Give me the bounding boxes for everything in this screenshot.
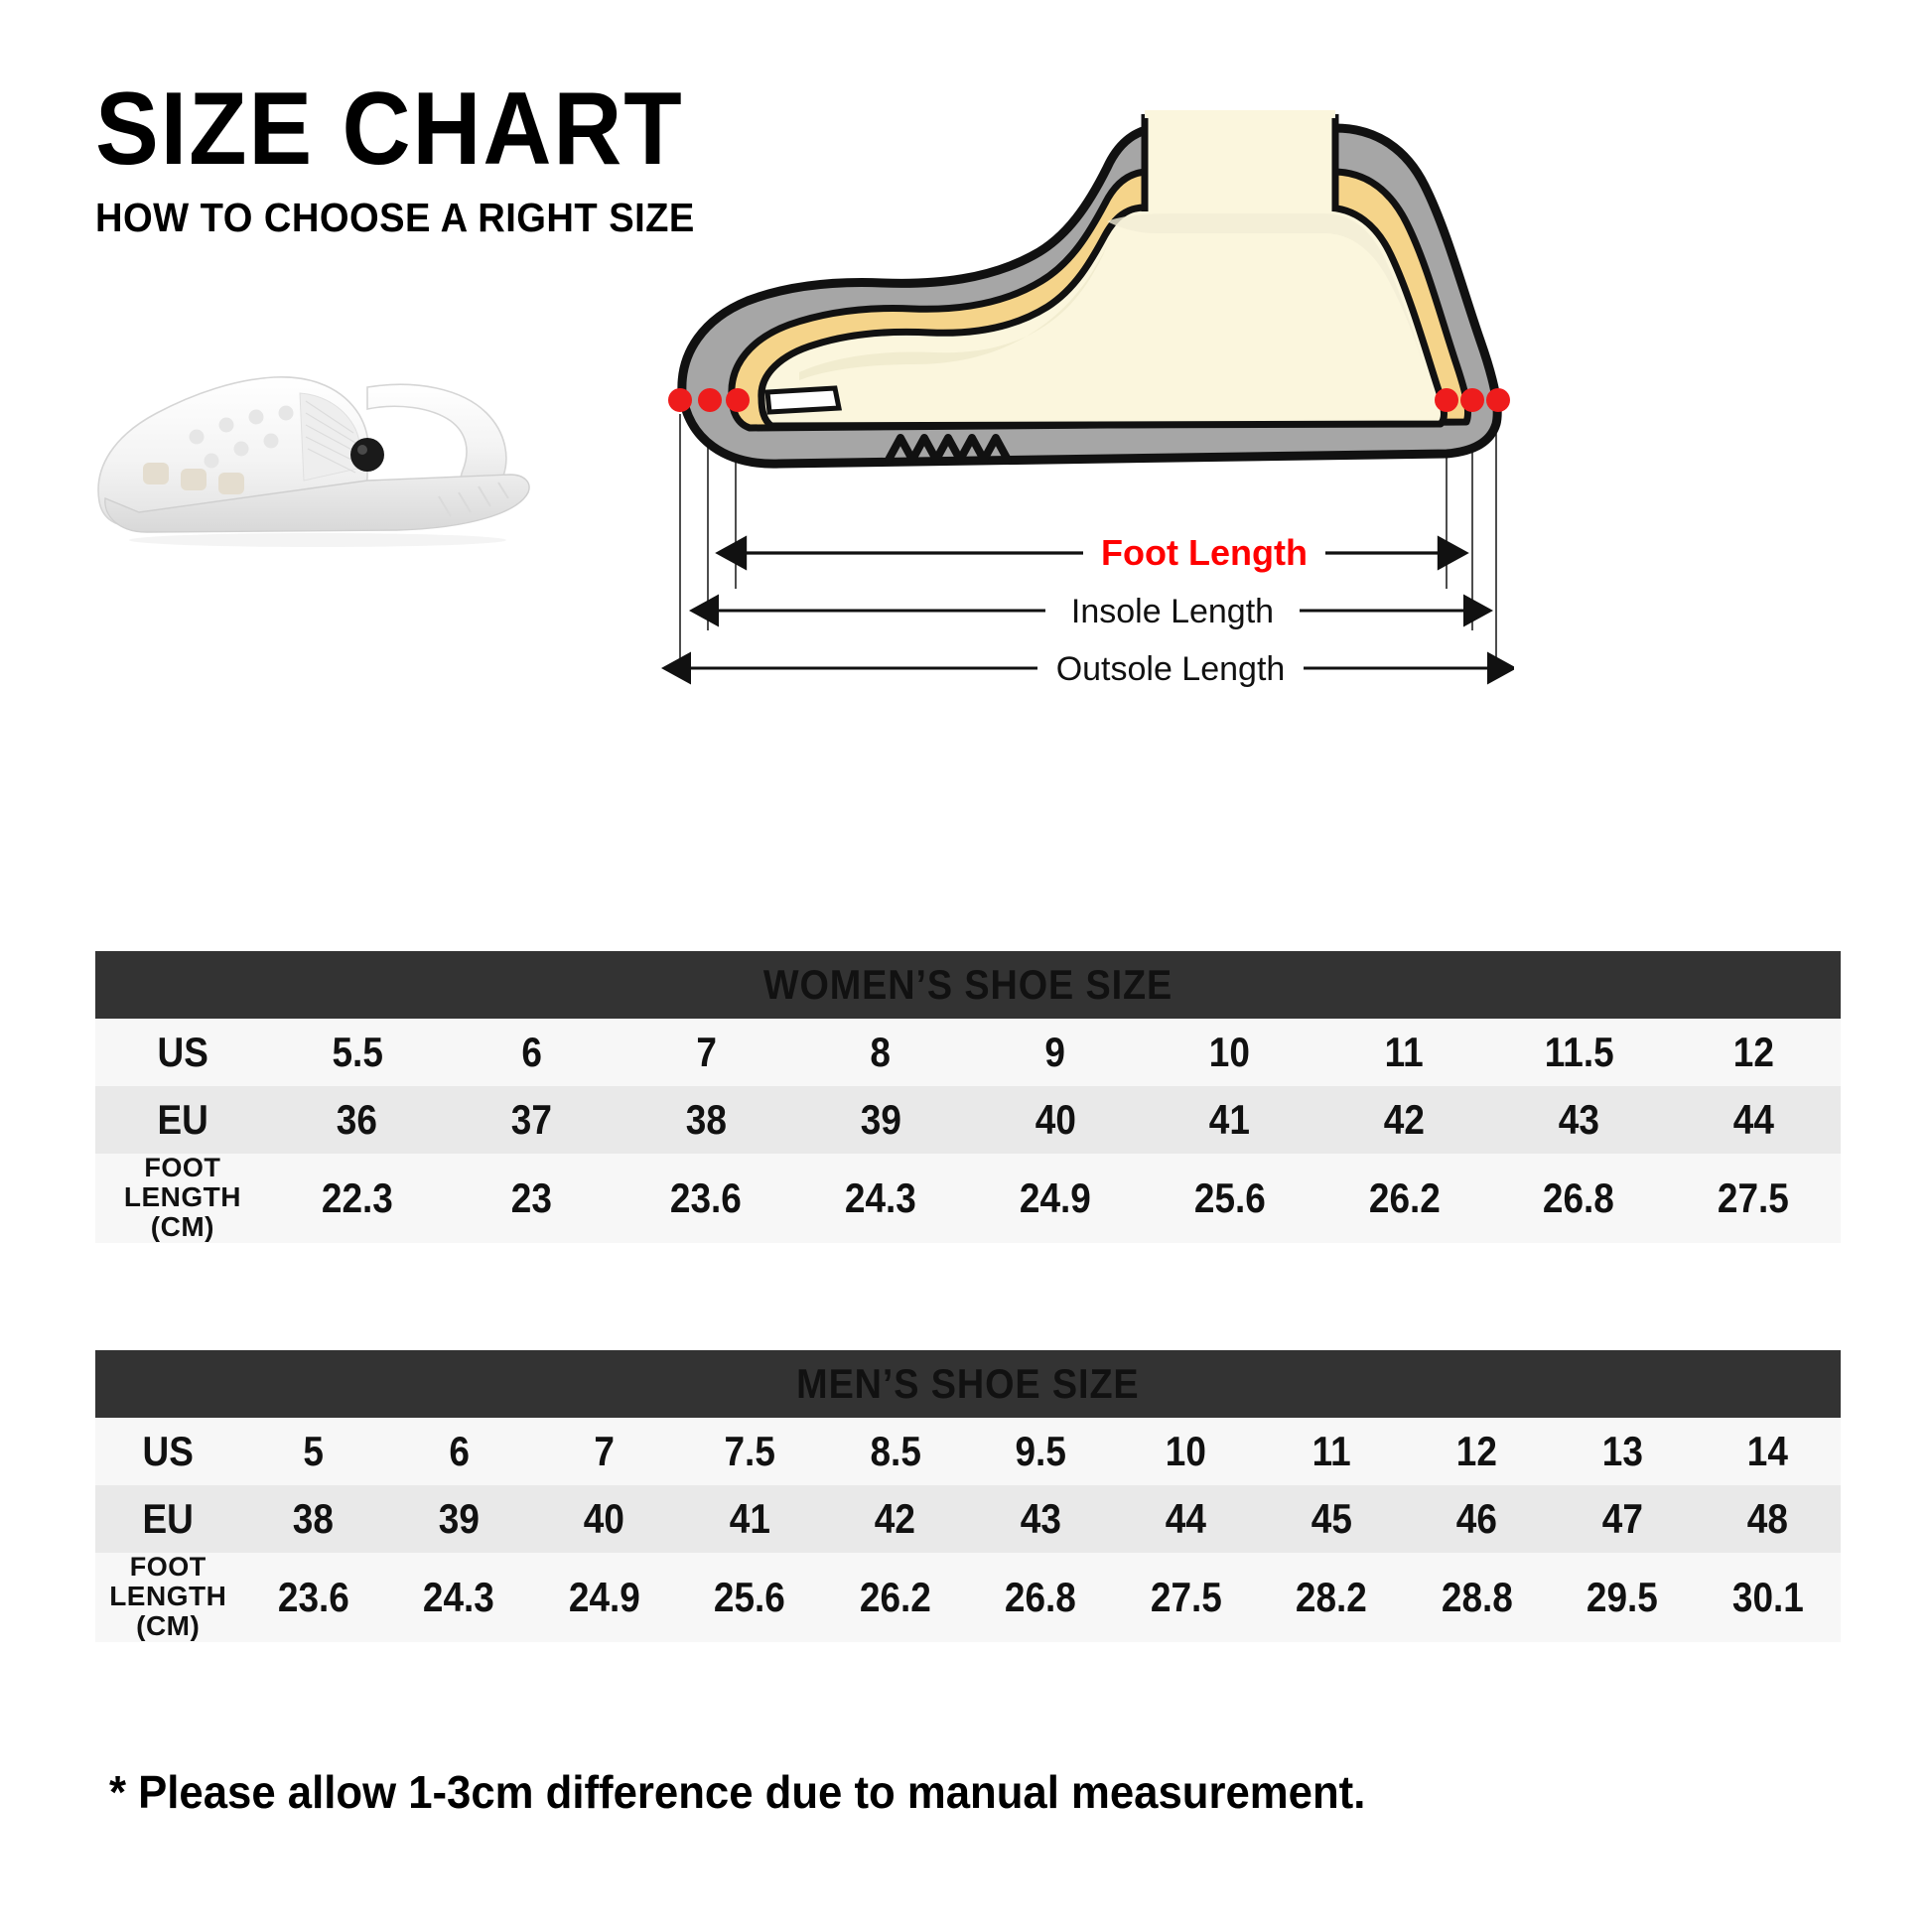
table-cell: 26.2 xyxy=(1316,1154,1492,1243)
table-cell: 8.5 xyxy=(822,1418,968,1485)
measurement-disclaimer: * Please allow 1-3cm difference due to m… xyxy=(109,1766,1366,1818)
table-cell: 42 xyxy=(1316,1086,1492,1154)
womens-us-row: US 5.5 6 7 8 9 10 11 11.5 12 xyxy=(95,1019,1841,1086)
womens-eu-label: EU xyxy=(95,1086,270,1154)
table-cell: 46 xyxy=(1404,1485,1550,1553)
table-cell: 11.5 xyxy=(1491,1019,1667,1086)
table-cell: 11 xyxy=(1316,1019,1492,1086)
table-cell: 36 xyxy=(269,1086,445,1154)
table-cell: 25.6 xyxy=(1142,1154,1317,1243)
table-cell: 30.1 xyxy=(1695,1553,1841,1642)
table-cell: 10 xyxy=(1113,1418,1259,1485)
table-cell: 5.5 xyxy=(269,1019,445,1086)
table-cell: 43 xyxy=(1491,1086,1667,1154)
womens-table-banner-row: WOMEN’S SHOE SIZE xyxy=(95,951,1841,1019)
outsole-length-label: Outsole Length xyxy=(1056,650,1286,688)
mens-us-label: US xyxy=(95,1418,241,1485)
table-cell: 24.3 xyxy=(793,1154,968,1243)
mens-table-banner-row: MEN’S SHOE SIZE xyxy=(95,1350,1841,1418)
table-cell: 26.8 xyxy=(1491,1154,1667,1243)
mens-size-table: MEN’S SHOE SIZE US 5 6 7 7.5 8.5 9.5 10 … xyxy=(95,1350,1841,1642)
table-cell: 43 xyxy=(968,1485,1114,1553)
table-cell: 24.9 xyxy=(967,1154,1143,1243)
table-cell: 29.5 xyxy=(1550,1553,1696,1642)
measurement-marker-dots xyxy=(668,388,1510,412)
table-cell: 7.5 xyxy=(677,1418,823,1485)
table-cell: 25.6 xyxy=(677,1553,823,1642)
table-cell: 7 xyxy=(619,1019,794,1086)
womens-size-table: WOMEN’S SHOE SIZE US 5.5 6 7 8 9 10 11 1… xyxy=(95,951,1841,1243)
womens-size-table-wrap: WOMEN’S SHOE SIZE US 5.5 6 7 8 9 10 11 1… xyxy=(95,951,1841,1243)
clog-shoe-photo xyxy=(69,328,546,586)
table-cell: 40 xyxy=(967,1086,1143,1154)
table-cell: 48 xyxy=(1695,1485,1841,1553)
table-cell: 12 xyxy=(1666,1019,1841,1086)
table-cell: 24.9 xyxy=(531,1553,677,1642)
page-title: SIZE CHART xyxy=(95,71,684,187)
table-cell: 45 xyxy=(1259,1485,1405,1553)
table-cell: 14 xyxy=(1695,1418,1841,1485)
page-subtitle: HOW TO CHOOSE A RIGHT SIZE xyxy=(95,195,695,240)
mens-eu-label: EU xyxy=(95,1485,241,1553)
table-cell: 44 xyxy=(1666,1086,1841,1154)
womens-foot-length-label: FOOT LENGTH (CM) xyxy=(95,1153,270,1243)
table-cell: 12 xyxy=(1404,1418,1550,1485)
table-cell: 23.6 xyxy=(619,1154,794,1243)
table-cell: 40 xyxy=(531,1485,677,1553)
mens-size-table-wrap: MEN’S SHOE SIZE US 5 6 7 7.5 8.5 9.5 10 … xyxy=(95,1350,1841,1642)
table-cell: 23.6 xyxy=(240,1553,386,1642)
womens-us-label: US xyxy=(95,1019,270,1086)
table-cell: 27.5 xyxy=(1113,1553,1259,1642)
womens-banner-text: WOMEN’S SHOE SIZE xyxy=(762,961,1173,1008)
table-cell: 6 xyxy=(444,1019,620,1086)
table-cell: 44 xyxy=(1113,1485,1259,1553)
table-cell: 5 xyxy=(240,1418,386,1485)
mens-eu-row: EU 38 39 40 41 42 43 44 45 46 47 48 xyxy=(95,1485,1841,1553)
womens-foot-length-row: FOOT LENGTH (CM) 22.3 23 23.6 24.3 24.9 … xyxy=(95,1153,1841,1243)
table-cell: 37 xyxy=(444,1086,620,1154)
table-cell: 10 xyxy=(1142,1019,1317,1086)
table-cell: 41 xyxy=(1142,1086,1317,1154)
womens-table-banner: WOMEN’S SHOE SIZE xyxy=(95,951,1841,1019)
table-cell: 47 xyxy=(1550,1485,1696,1553)
table-cell: 9 xyxy=(967,1019,1143,1086)
foot-measurement-diagram: Foot Length Insole Length Outsole Length xyxy=(640,94,1514,710)
table-cell: 28.8 xyxy=(1404,1553,1550,1642)
table-cell: 39 xyxy=(386,1485,532,1553)
womens-eu-row: EU 36 37 38 39 40 41 42 43 44 xyxy=(95,1086,1841,1154)
table-cell: 9.5 xyxy=(968,1418,1114,1485)
table-cell: 38 xyxy=(240,1485,386,1553)
table-cell: 39 xyxy=(793,1086,968,1154)
table-cell: 23 xyxy=(444,1154,620,1243)
table-cell: 27.5 xyxy=(1666,1154,1841,1243)
table-cell: 8 xyxy=(793,1019,968,1086)
table-cell: 7 xyxy=(531,1418,677,1485)
mens-banner-text: MEN’S SHOE SIZE xyxy=(796,1360,1140,1407)
table-cell: 38 xyxy=(619,1086,794,1154)
table-cell: 28.2 xyxy=(1259,1553,1405,1642)
table-cell: 42 xyxy=(822,1485,968,1553)
foot-length-label: Foot Length xyxy=(1101,532,1308,573)
header-block: SIZE CHART HOW TO CHOOSE A RIGHT SIZE xyxy=(95,77,850,241)
mens-table-banner: MEN’S SHOE SIZE xyxy=(95,1350,1841,1418)
table-cell: 22.3 xyxy=(269,1154,445,1243)
mens-foot-length-row: FOOT LENGTH (CM) 23.6 24.3 24.9 25.6 26.… xyxy=(95,1552,1841,1642)
insole-length-label: Insole Length xyxy=(1071,593,1274,630)
table-cell: 41 xyxy=(677,1485,823,1553)
table-cell: 26.8 xyxy=(968,1553,1114,1642)
table-cell: 13 xyxy=(1550,1418,1696,1485)
mens-us-row: US 5 6 7 7.5 8.5 9.5 10 11 12 13 14 xyxy=(95,1418,1841,1485)
table-cell: 6 xyxy=(386,1418,532,1485)
table-cell: 26.2 xyxy=(822,1553,968,1642)
table-cell: 24.3 xyxy=(386,1553,532,1642)
mens-foot-length-label: FOOT LENGTH (CM) xyxy=(95,1552,241,1642)
table-cell: 11 xyxy=(1259,1418,1405,1485)
